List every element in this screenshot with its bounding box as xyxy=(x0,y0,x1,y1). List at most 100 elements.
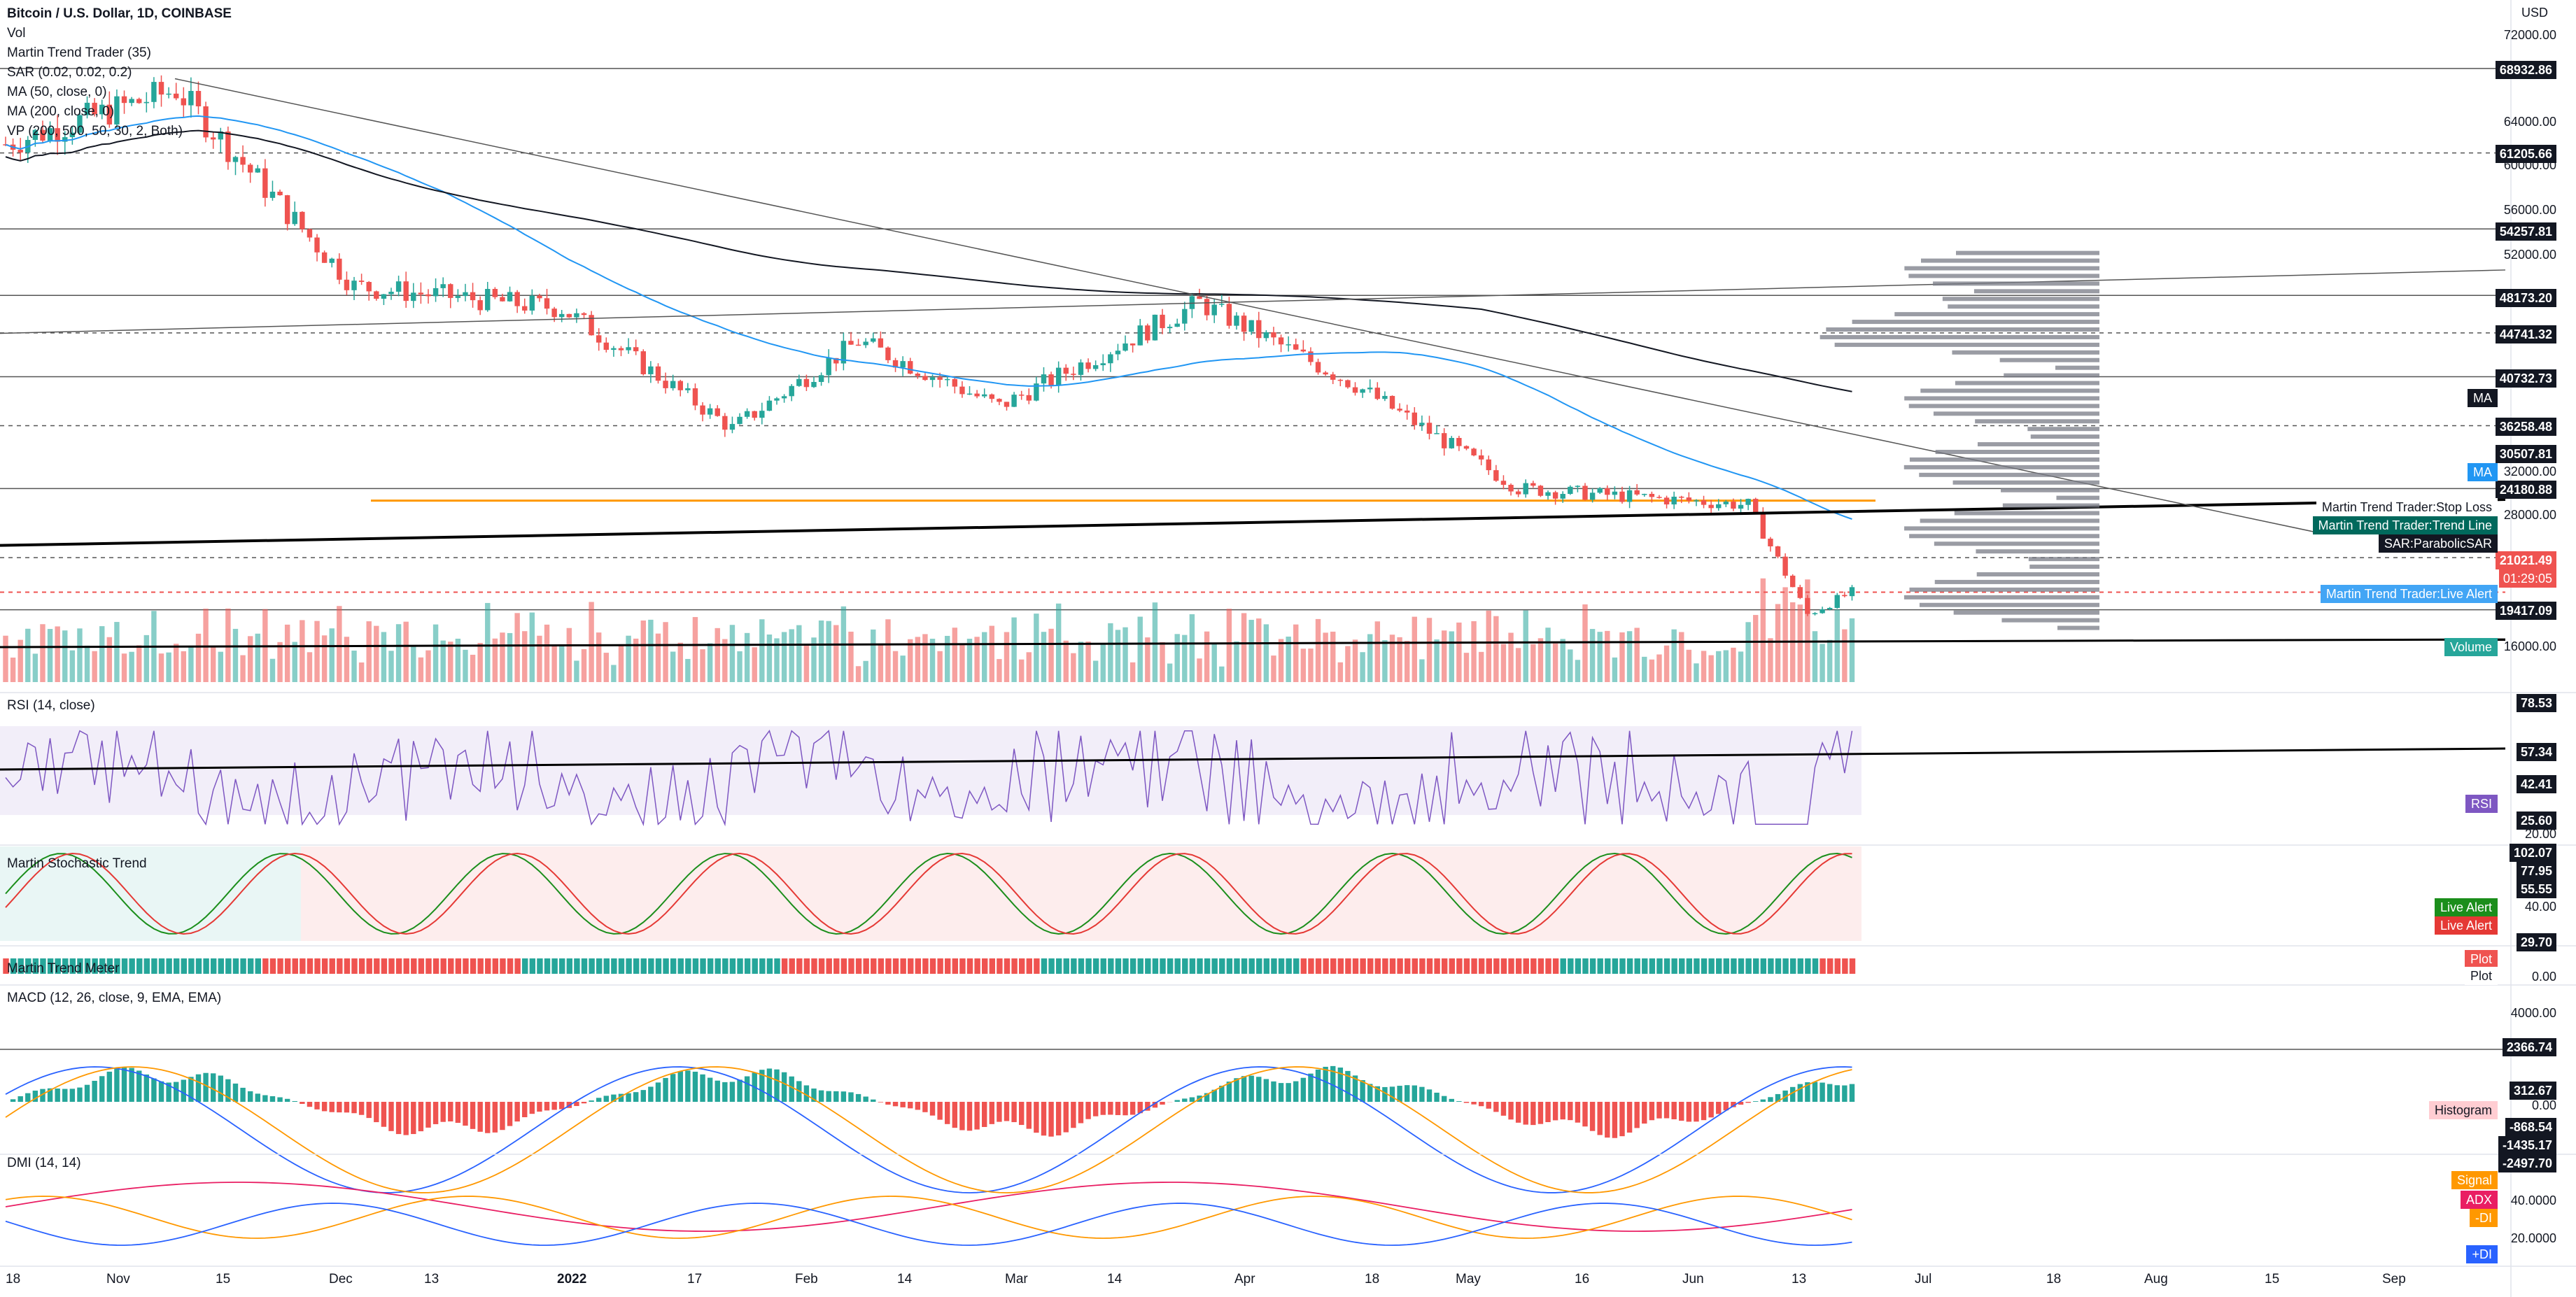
meter-cell xyxy=(1812,958,1819,974)
indicator-label[interactable]: SAR (0.02, 0.02, 0.2) xyxy=(7,65,132,80)
macd-level-box: -1435.17 xyxy=(2498,1136,2556,1154)
volume-bar xyxy=(781,632,787,682)
macd-hist-bar xyxy=(1456,1101,1462,1102)
volume-bar xyxy=(529,612,535,682)
stoch-pane-title[interactable]: Martin Stochastic Trend xyxy=(7,856,147,871)
macd-hist-bar xyxy=(1842,1085,1847,1102)
meter-pane-title[interactable]: Martin Trend Meter xyxy=(7,961,120,976)
meter-cell xyxy=(989,958,996,974)
meter-cell xyxy=(1753,958,1759,974)
indicator-label[interactable]: VP (200, 500, 50, 30, 2, Both) xyxy=(7,124,183,139)
candle-body xyxy=(1241,316,1247,332)
macd-hist-bar xyxy=(1204,1093,1210,1102)
volume-bar xyxy=(1797,604,1803,682)
macd-hist-bar xyxy=(1597,1102,1603,1135)
time-tick: 18 xyxy=(6,1272,21,1287)
candle-body xyxy=(618,348,624,350)
meter-cell xyxy=(544,958,551,974)
candle-body xyxy=(840,341,847,364)
candle-body xyxy=(210,137,216,140)
macd-hist-bar xyxy=(1315,1069,1321,1102)
volume-bar xyxy=(381,632,387,682)
macd-hist-bar xyxy=(1115,1102,1121,1115)
meter-cell xyxy=(470,958,477,974)
meter-cell xyxy=(1063,958,1069,974)
macd-pane-title[interactable]: MACD (12, 26, close, 9, EMA, EMA) xyxy=(7,991,222,1005)
candle-body xyxy=(981,394,987,397)
volume-bar xyxy=(1679,632,1684,682)
volume-bar xyxy=(129,651,134,682)
macd-hist-bar xyxy=(537,1102,542,1112)
macd-hist-bar xyxy=(633,1092,639,1102)
stoch-level-box: 102.07 xyxy=(2509,844,2556,862)
indicator-label[interactable]: MA (200, close, 0) xyxy=(7,104,115,119)
candle-body xyxy=(1775,546,1781,557)
candle-body xyxy=(1404,410,1410,413)
candle-body xyxy=(1434,433,1440,434)
meter-cell xyxy=(1656,958,1663,974)
macd-hist-bar xyxy=(300,1102,305,1104)
volume-bar xyxy=(3,635,8,682)
volume-bar xyxy=(351,651,357,682)
candle-body xyxy=(1018,395,1025,396)
macd-hist-bar xyxy=(136,1070,142,1102)
ma200-tag: MA xyxy=(2468,389,2498,407)
meter-cell xyxy=(136,958,143,974)
candle-body xyxy=(1330,374,1336,380)
candle-body xyxy=(1226,304,1232,326)
ma200-line xyxy=(5,129,1852,392)
meter-cell xyxy=(1345,958,1351,974)
price-level-box: 40732.73 xyxy=(2495,369,2556,388)
candle-body xyxy=(1248,320,1254,332)
candle-body xyxy=(166,93,171,95)
macd-hist-bar xyxy=(1530,1102,1536,1126)
candle-body xyxy=(1589,492,1596,500)
meter-cell xyxy=(1834,958,1840,974)
volume-bar xyxy=(1434,639,1440,682)
volume-bar xyxy=(1701,651,1707,682)
volume-bar xyxy=(1248,620,1254,682)
candle-body xyxy=(1708,504,1714,509)
volume-profile-bar xyxy=(1934,541,2099,546)
meter-cell xyxy=(603,958,610,974)
macd-hist-bar xyxy=(440,1102,446,1122)
macd-hist-bar xyxy=(744,1076,750,1102)
macd-hist-bar xyxy=(863,1096,868,1102)
candle-body xyxy=(1456,438,1462,446)
meter-cell xyxy=(1708,958,1715,974)
volume-profile-bar xyxy=(2001,618,2099,623)
plus-di-line xyxy=(5,1203,1852,1246)
price-level-box: 36258.48 xyxy=(2495,418,2556,436)
macd-hist-bar xyxy=(789,1076,794,1102)
rsi-pane-title[interactable]: RSI (14, close) xyxy=(7,698,95,713)
price-level-box: 24180.88 xyxy=(2495,481,2556,499)
macd-hist-bar xyxy=(418,1102,424,1132)
minus-di-tag: -DI xyxy=(2470,1209,2498,1227)
meter-cell xyxy=(1071,958,1077,974)
time-tick: 15 xyxy=(2265,1272,2280,1287)
macd-hist-bar xyxy=(581,1102,587,1104)
candle-body xyxy=(32,129,38,140)
candle-body xyxy=(1256,320,1262,339)
candle-body xyxy=(1493,470,1499,481)
meter-cell xyxy=(92,958,98,974)
volume-bar xyxy=(1241,613,1247,682)
meter-cell xyxy=(655,958,662,974)
trend-line-tag: Martin Trend Trader:Trend Line xyxy=(2312,516,2498,534)
macd-hist-bar xyxy=(1004,1102,1010,1121)
macd-hist-bar xyxy=(262,1095,268,1102)
macd-hist-bar xyxy=(833,1091,839,1102)
macd-hist-bar xyxy=(589,1100,594,1102)
dmi-pane-title[interactable]: DMI (14, 14) xyxy=(7,1156,81,1170)
candle-body xyxy=(507,292,513,302)
indicator-label[interactable]: Martin Trend Trader (35) xyxy=(7,45,151,60)
macd-hist-bar xyxy=(915,1102,921,1110)
volume-bar xyxy=(1004,632,1010,682)
meter-cell xyxy=(1589,958,1596,974)
macd-hist-bar xyxy=(692,1071,698,1102)
indicator-label[interactable]: MA (50, close, 0) xyxy=(7,85,107,99)
candle-body xyxy=(1412,412,1418,425)
candle-body xyxy=(603,342,610,350)
vol-label: Vol xyxy=(7,26,26,41)
